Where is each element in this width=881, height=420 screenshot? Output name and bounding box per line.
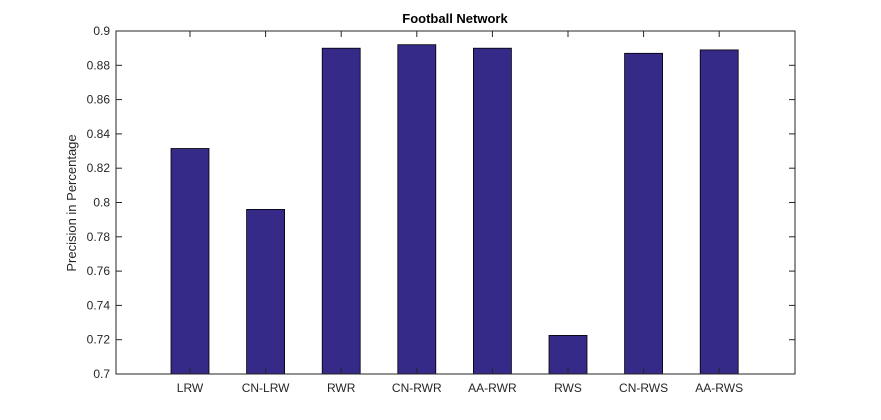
x-tick-label: RWR [327, 381, 356, 395]
bars-group [170, 44, 739, 375]
x-tick-label: RWS [554, 381, 582, 395]
y-tick-label: 0.7 [93, 367, 110, 381]
bar-cn-rwr [397, 44, 437, 375]
y-ticks-group: 0.7 0.72 0.74 0.76 0.78 0.8 0.82 0.84 0.86 0.88 0.… [87, 24, 795, 381]
bar-cn-lrw [246, 208, 286, 375]
y-tick-label: 0.74 [87, 298, 111, 312]
y-tick-label: 0.8 [93, 196, 110, 210]
y-tick-label: 0.76 [87, 264, 111, 278]
chart-title: Football Network [402, 11, 508, 26]
bar-cn-rws [624, 52, 663, 375]
bar-rwr [321, 47, 361, 375]
y-axis-label: Precision in Percentage [64, 134, 79, 271]
y-tick-label: 0.72 [87, 333, 111, 347]
x-tick-label: AA-RWS [695, 381, 743, 395]
bar-aa-rwr [472, 47, 512, 375]
plot-frame [115, 30, 796, 375]
bar-rws [548, 334, 588, 375]
x-ticks-group: LRW CN-LRW RWR CN-RWR AA-RWR RWS CN-RWS AA-RWS [177, 31, 743, 395]
x-tick-label: CN-RWR [392, 381, 442, 395]
x-tick-label: AA-RWR [468, 381, 517, 395]
x-tick-label: CN-RWS [619, 381, 668, 395]
y-tick-label: 0.86 [87, 93, 111, 107]
bar-lrw [170, 148, 210, 375]
y-tick-label: 0.82 [87, 161, 111, 175]
x-tick-label: CN-LRW [242, 381, 290, 395]
x-tick-label: LRW [177, 381, 204, 395]
y-tick-label: 0.78 [87, 230, 111, 244]
y-tick-label: 0.84 [87, 127, 111, 141]
y-tick-label: 0.88 [87, 58, 111, 72]
y-tick-label: 0.9 [93, 24, 110, 38]
bar-aa-rws [699, 49, 739, 375]
